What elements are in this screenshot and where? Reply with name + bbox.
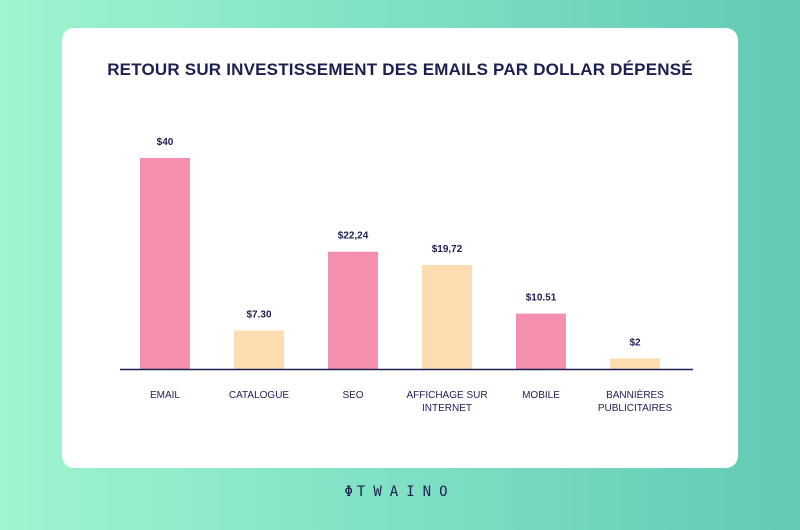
category-label: BANNIÈRES bbox=[606, 388, 664, 401]
twaino-logo: ΦTWAINO bbox=[344, 484, 456, 500]
chart-title: RETOUR SUR INVESTISSEMENT DES EMAILS PAR… bbox=[107, 60, 693, 79]
data-label: $40 bbox=[157, 137, 174, 148]
bar bbox=[610, 358, 660, 369]
data-label: $10.51 bbox=[526, 293, 557, 304]
bar bbox=[516, 313, 566, 369]
data-label: $2 bbox=[629, 337, 641, 348]
bar bbox=[328, 251, 378, 369]
data-label: $19,72 bbox=[432, 244, 463, 255]
leaf-icon: Φ bbox=[344, 484, 357, 500]
category-label: AFFICHAGE SUR bbox=[406, 390, 487, 401]
data-label: $7.30 bbox=[246, 309, 271, 320]
category-label: SEO bbox=[342, 390, 363, 401]
bar bbox=[234, 330, 284, 369]
category-label: PUBLICITAIRES bbox=[598, 403, 673, 414]
category-label: MOBILE bbox=[522, 390, 560, 401]
category-label: CATALOGUE bbox=[229, 390, 290, 401]
category-label: EMAIL bbox=[150, 390, 180, 401]
bar bbox=[422, 264, 472, 369]
bar bbox=[140, 158, 190, 369]
category-label: INTERNET bbox=[422, 403, 472, 414]
data-label: $22,24 bbox=[338, 231, 369, 242]
